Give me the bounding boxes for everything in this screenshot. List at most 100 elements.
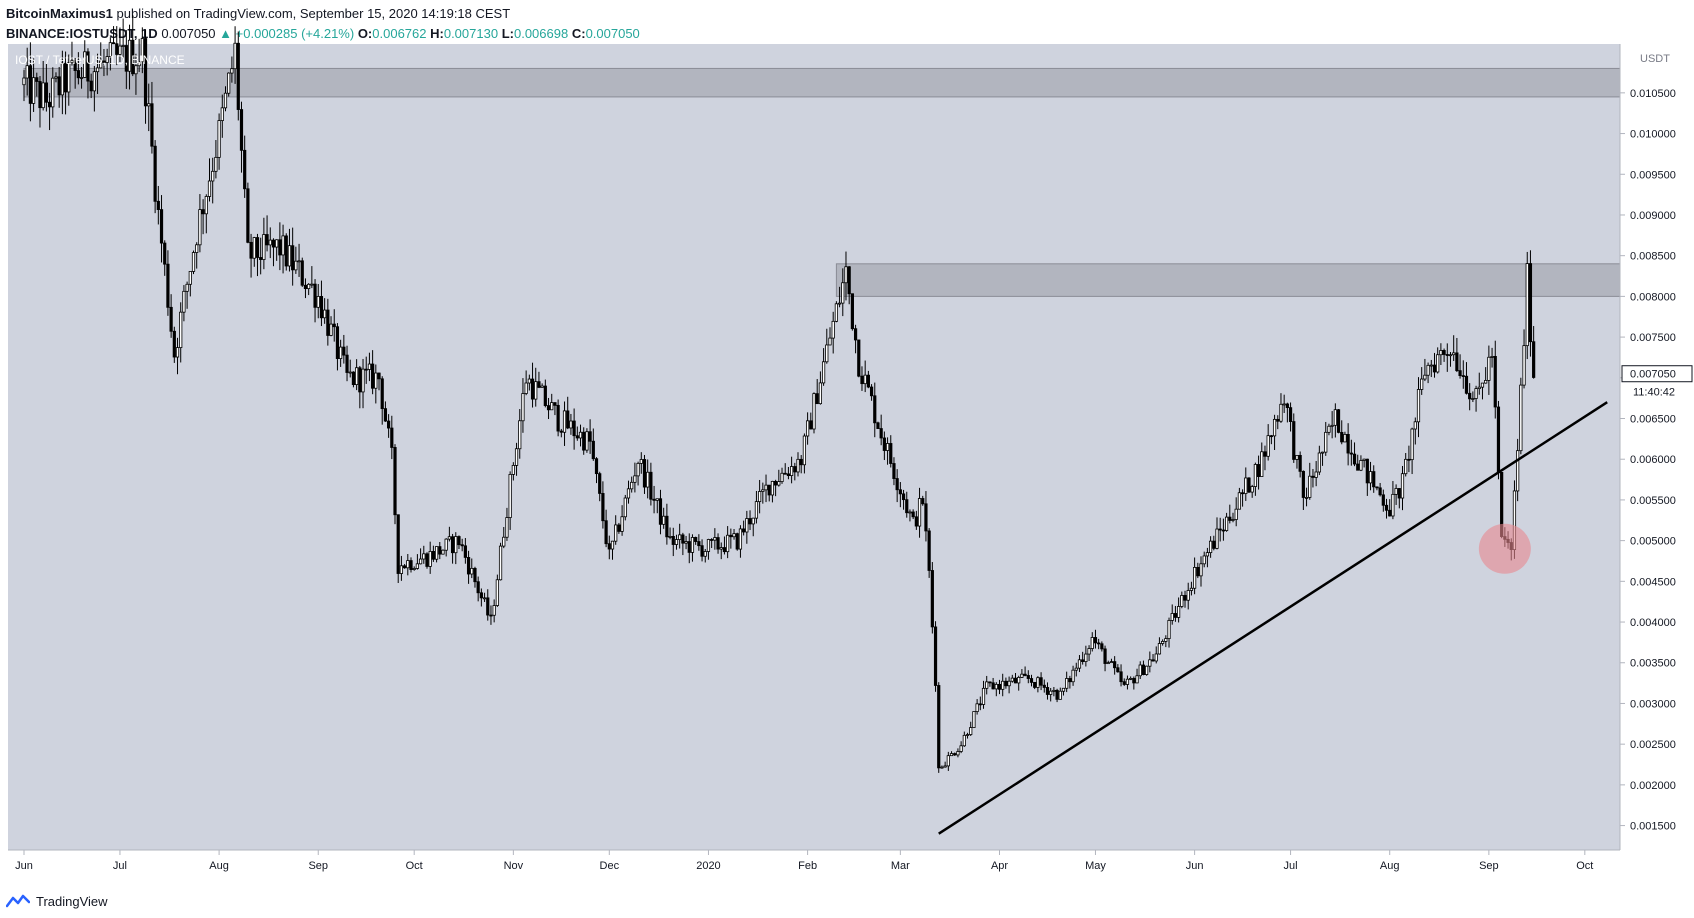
candle-body xyxy=(1113,661,1117,669)
candle-body xyxy=(1365,458,1369,484)
candle-body xyxy=(735,533,739,550)
x-tick-label: May xyxy=(1085,860,1106,872)
candle xyxy=(1218,517,1222,542)
candle-body xyxy=(812,393,816,430)
candle xyxy=(1448,352,1453,367)
candle xyxy=(275,239,279,261)
candle xyxy=(380,376,384,425)
candle-body xyxy=(818,382,822,405)
candle xyxy=(1196,562,1200,579)
candle xyxy=(246,182,250,244)
plot-area[interactable] xyxy=(8,44,1620,850)
candle xyxy=(748,510,752,531)
candle-body xyxy=(943,765,947,768)
highlight-circle[interactable] xyxy=(1478,523,1531,574)
candle xyxy=(1452,335,1456,362)
candle xyxy=(236,31,240,121)
candle-body xyxy=(933,626,938,686)
candle-body xyxy=(1077,659,1082,669)
candle xyxy=(1301,470,1305,510)
candle-body xyxy=(348,371,352,374)
candle xyxy=(252,236,256,267)
candle-body xyxy=(1330,424,1334,427)
candle-body xyxy=(367,363,372,370)
x-tick-label: Aug xyxy=(1380,860,1400,872)
candle xyxy=(582,427,586,455)
candle xyxy=(1148,651,1152,673)
candle xyxy=(303,278,308,299)
tradingview-logo[interactable]: TradingView xyxy=(6,890,108,912)
x-tick-label: Dec xyxy=(600,860,620,872)
candle-body xyxy=(89,80,93,92)
candle-body xyxy=(885,443,890,451)
candle-body xyxy=(1129,678,1133,680)
time-axis[interactable]: Jun Jul Aug Sep Oct Nov Dec 2020 Feb Mar Apr May Jun… xyxy=(8,849,1620,880)
candle-body xyxy=(706,539,711,552)
candle-body xyxy=(841,282,845,304)
candle-body xyxy=(47,101,52,108)
candle xyxy=(917,487,922,538)
candle xyxy=(207,158,212,202)
candle xyxy=(307,283,311,296)
candle-body xyxy=(965,734,970,736)
candle-body xyxy=(1352,453,1357,465)
candle-body xyxy=(252,237,256,259)
candle xyxy=(1423,358,1427,382)
candle xyxy=(326,298,330,346)
candle-body xyxy=(1474,388,1478,399)
candle-body xyxy=(76,70,80,79)
candle-body xyxy=(1074,667,1078,671)
support-trendline[interactable] xyxy=(938,401,1608,835)
candle-body xyxy=(1189,587,1194,591)
candle-body xyxy=(182,290,186,313)
candle-body xyxy=(1487,356,1491,381)
candle xyxy=(601,481,605,529)
candle xyxy=(131,14,135,77)
candle xyxy=(70,41,74,66)
candle-body xyxy=(1298,454,1302,472)
candle xyxy=(1141,660,1146,676)
candle xyxy=(105,48,109,76)
candle xyxy=(556,399,560,437)
candle-body xyxy=(281,235,285,256)
candle xyxy=(281,224,285,274)
candle-body xyxy=(937,685,941,769)
candle xyxy=(1397,488,1401,509)
candle-body xyxy=(1183,595,1187,601)
candle-body xyxy=(1023,673,1027,676)
candle xyxy=(1436,347,1440,374)
candle-body xyxy=(329,323,333,336)
candle xyxy=(1240,489,1245,507)
candle xyxy=(399,555,404,581)
candle xyxy=(450,533,455,564)
candle xyxy=(745,510,749,544)
author-name[interactable]: BitcoinMaximus1 xyxy=(6,6,113,21)
candle-body xyxy=(1445,354,1449,356)
candle xyxy=(1272,414,1277,451)
candle xyxy=(799,455,803,474)
candle xyxy=(83,40,87,79)
candle-body xyxy=(802,435,807,466)
candle xyxy=(1263,445,1267,471)
candle-body xyxy=(1413,421,1417,430)
candle xyxy=(719,542,723,560)
candle xyxy=(54,72,58,83)
candle xyxy=(28,42,32,122)
candle-body xyxy=(722,547,727,553)
candle xyxy=(527,374,531,391)
candle-body xyxy=(1333,409,1337,426)
candle xyxy=(51,67,55,118)
candle-body xyxy=(863,374,867,385)
candle xyxy=(86,48,90,99)
candle xyxy=(716,533,720,554)
candle xyxy=(1394,484,1398,505)
candle-body xyxy=(594,458,599,475)
x-tick-label: 2020 xyxy=(696,860,720,872)
candle xyxy=(169,294,173,338)
price-axis[interactable]: 0.010500 0.010000 0.009500 0.009000 0.008500… xyxy=(1619,44,1694,850)
candle xyxy=(1209,536,1213,558)
candle-body xyxy=(265,234,269,246)
candle xyxy=(211,157,215,204)
candle xyxy=(156,185,160,225)
